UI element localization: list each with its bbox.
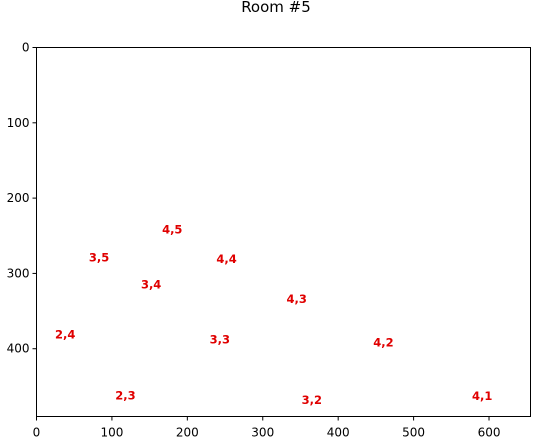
point-label-1: 3,5 xyxy=(89,251,109,265)
point-label-7: 4,2 xyxy=(373,336,393,350)
point-label-2: 4,4 xyxy=(216,252,236,266)
point-label-6: 3,3 xyxy=(210,333,230,347)
y-tick-label-4: 400 xyxy=(7,342,30,356)
x-tick-label-4: 400 xyxy=(327,426,350,440)
x-tick-label-6: 600 xyxy=(478,426,501,440)
axes-frame xyxy=(36,47,531,417)
plot-area xyxy=(36,47,531,417)
y-tick-label-3: 300 xyxy=(7,266,30,280)
point-label-10: 4,1 xyxy=(472,389,492,403)
x-tick-label-1: 100 xyxy=(100,426,123,440)
y-tick-label-0: 0 xyxy=(22,41,30,55)
x-tick-label-0: 0 xyxy=(33,426,41,440)
point-label-5: 2,4 xyxy=(55,327,75,341)
point-label-0: 4,5 xyxy=(162,223,182,237)
point-label-4: 4,3 xyxy=(287,292,307,306)
x-tick-label-5: 500 xyxy=(402,426,425,440)
x-tick-label-2: 200 xyxy=(176,426,199,440)
data-points: 4,5 3,5 4,4 3,4 4,3 2,4 3,3 4,2 2,3 3,2 4,1 xyxy=(55,223,492,407)
y-tick-label-1: 100 xyxy=(7,116,30,130)
point-label-8: 2,3 xyxy=(115,388,135,402)
point-label-3: 3,4 xyxy=(141,278,161,292)
point-label-9: 3,2 xyxy=(302,393,322,407)
y-tick-label-2: 200 xyxy=(7,191,30,205)
chart-title: Room #5 xyxy=(241,0,311,16)
x-tick-label-3: 300 xyxy=(251,426,274,440)
y-axis: 0 100 200 300 400 xyxy=(7,41,37,356)
x-axis: 0 100 200 300 400 500 600 xyxy=(33,416,501,440)
